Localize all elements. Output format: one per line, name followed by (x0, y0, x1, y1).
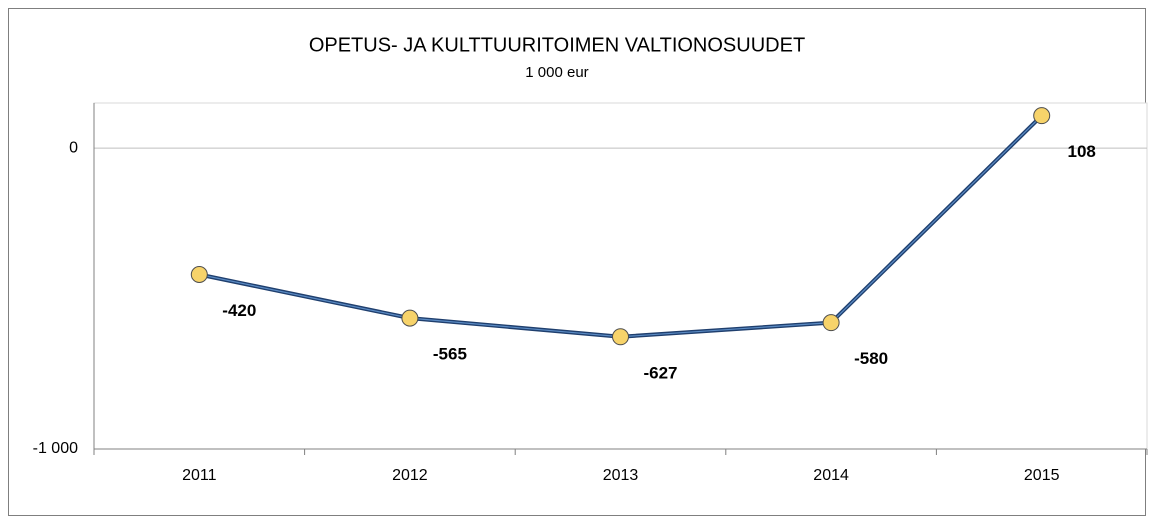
x-tick-label: 2011 (182, 467, 217, 484)
marker (1033, 107, 1051, 125)
marker (822, 314, 840, 332)
x-tick-label: 2013 (603, 467, 639, 484)
y-tick-label: 0 (69, 139, 78, 156)
data-label: -565 (433, 345, 467, 364)
data-label: -627 (643, 363, 677, 382)
plot-area (93, 102, 1148, 450)
y-tick-label: -1 000 (33, 440, 78, 457)
x-tick-label: 2015 (1024, 467, 1060, 484)
marker (612, 328, 629, 346)
data-label: -420 (222, 301, 256, 320)
data-label: 108 (1068, 142, 1096, 161)
chart-subtitle: 1 000 eur (525, 64, 588, 81)
marker (190, 265, 208, 283)
marker (401, 309, 419, 327)
x-tick-label: 2012 (392, 467, 428, 484)
x-tick-label: 2014 (813, 467, 849, 484)
chart-title: OPETUS- JA KULTTUURITOIMEN VALTIONOSUUDE… (309, 34, 805, 56)
data-label: -580 (854, 349, 888, 368)
